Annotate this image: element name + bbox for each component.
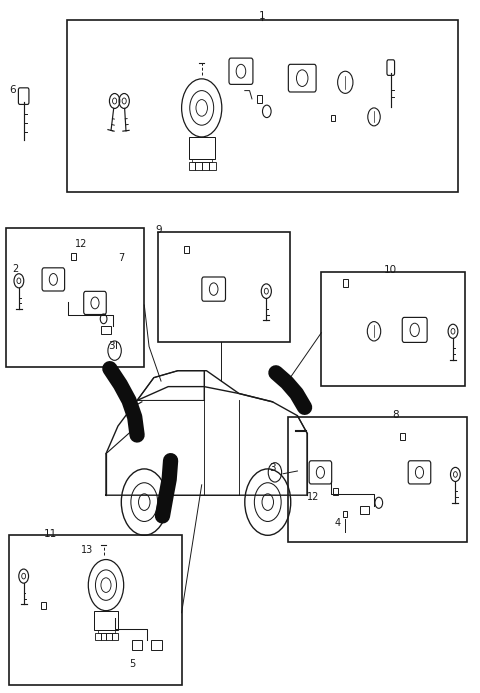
Text: 13: 13 [81,545,93,555]
Bar [107,633,112,640]
Text: 5: 5 [129,659,135,669]
Text: 1: 1 [259,11,265,21]
Bar [101,326,111,334]
Text: 3: 3 [269,463,276,473]
Bar [209,162,216,170]
Bar [95,633,100,640]
Text: 2: 2 [12,263,19,274]
Bar [151,640,161,650]
Text: 9: 9 [156,225,162,236]
Bar [6,227,144,367]
Text: 12: 12 [75,239,87,249]
Text: 3: 3 [108,341,115,351]
Bar [100,633,107,640]
Bar [333,489,338,495]
Text: 6: 6 [9,85,16,95]
Bar [360,506,369,514]
Text: 10: 10 [384,265,396,275]
Bar [41,602,46,609]
Text: 7: 7 [118,253,124,263]
Text: 11: 11 [44,529,57,539]
Bar [343,511,347,517]
Bar [157,232,290,342]
Bar [288,417,468,541]
Text: 4: 4 [335,518,341,528]
Text: 8: 8 [392,410,398,420]
Bar [189,137,215,159]
Bar [331,115,336,121]
Bar [132,640,143,650]
Text: 12: 12 [307,492,319,502]
Bar [400,432,406,440]
Bar [195,162,202,170]
Bar [112,633,118,640]
Bar [256,95,262,103]
Bar [67,20,458,191]
Bar [202,162,209,170]
Bar [71,253,76,260]
Bar [343,279,348,287]
Bar [95,611,118,630]
Bar [184,246,189,254]
Bar [189,162,195,170]
Bar [322,272,465,386]
Bar [9,534,181,685]
